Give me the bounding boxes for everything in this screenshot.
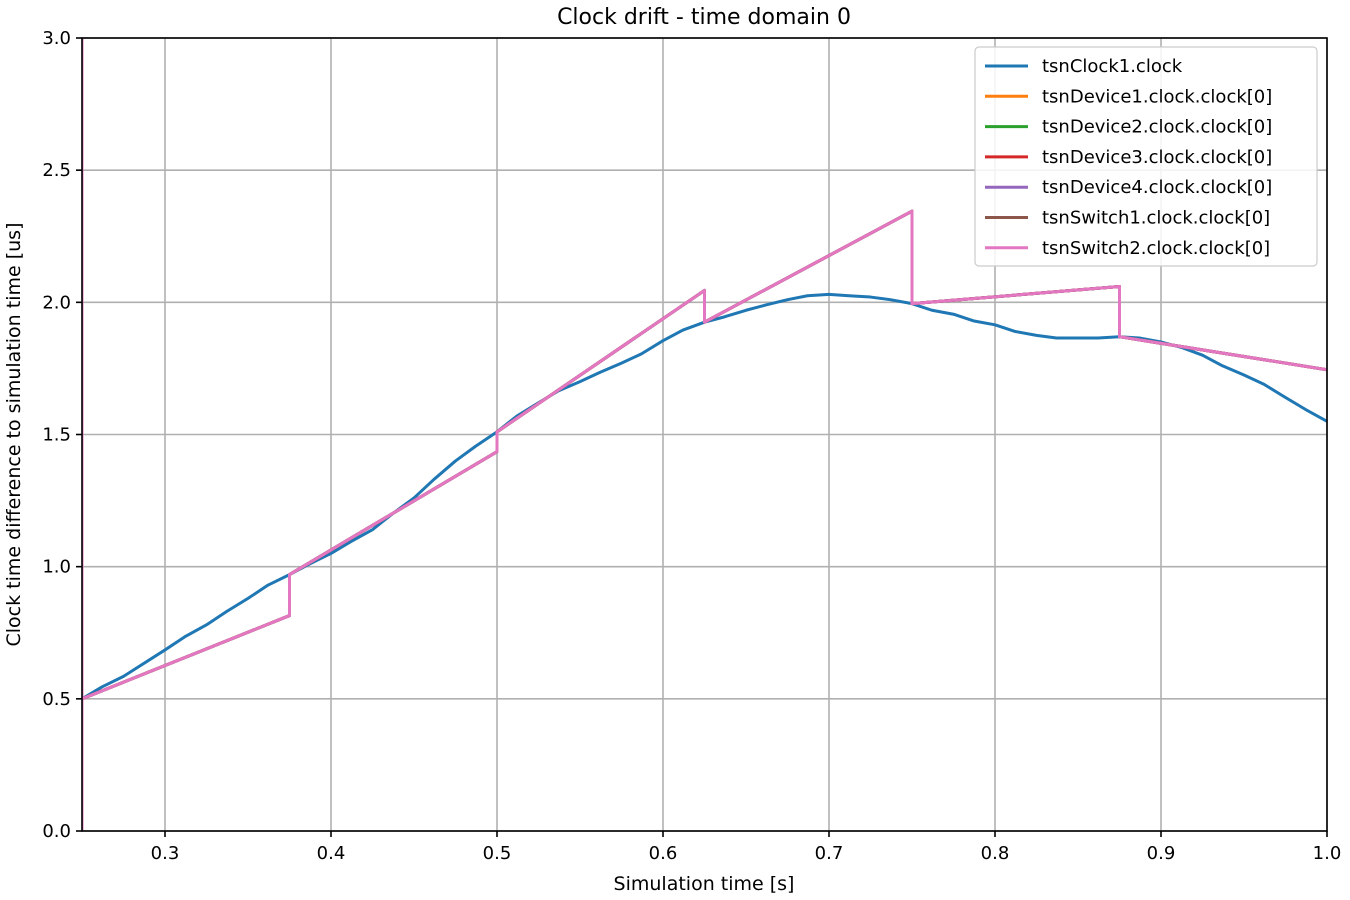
legend: tsnClock1.clock tsnDevice1.clock.clock[0]… [974, 46, 1318, 267]
legend-label-0: tsnClock1.clock [1042, 56, 1183, 77]
legend-label-3: tsnDevice3.clock.clock[0] [1042, 147, 1272, 168]
legend-box [974, 46, 1318, 267]
y-axis-label: Clock time difference to simulation time… [3, 223, 25, 647]
legend-label-5: tsnSwitch1.clock.clock[0] [1042, 208, 1270, 229]
x-tick-label: 0.3 [151, 843, 180, 864]
y-tick-label: 2.5 [42, 160, 71, 181]
y-tick-label: 1.0 [42, 557, 71, 578]
legend-label-6: tsnSwitch2.clock.clock[0] [1042, 238, 1270, 259]
chart-title: Clock drift - time domain 0 [557, 5, 851, 30]
y-tick-label: 3.0 [42, 28, 71, 49]
legend-label-1: tsnDevice1.clock.clock[0] [1042, 86, 1272, 107]
legend-label-4: tsnDevice4.clock.clock[0] [1042, 177, 1272, 198]
legend-label-2: tsnDevice2.clock.clock[0] [1042, 117, 1272, 138]
plot-area [82, 38, 1327, 831]
y-tick-label: 1.5 [42, 425, 71, 446]
x-axis-label: Simulation time [s] [614, 873, 795, 895]
y-tick-label: 0.0 [42, 821, 71, 842]
x-tick-label: 0.8 [981, 843, 1010, 864]
series-line-6 [82, 38, 1327, 831]
x-tick-label: 0.9 [1147, 843, 1176, 864]
y-tick-label: 2.0 [42, 292, 71, 313]
axis-ticks: 0.3 0.4 0.5 0.6 0.7 0.8 0.9 1.0 0.0 0.5 1.0 1.5 2.0 2… [42, 28, 1341, 864]
x-tick-label: 0.7 [815, 843, 844, 864]
x-tick-label: 0.4 [317, 843, 346, 864]
y-tick-label: 0.5 [42, 689, 71, 710]
x-tick-label: 1.0 [1313, 843, 1342, 864]
x-tick-label: 0.5 [483, 843, 512, 864]
x-tick-label: 0.6 [649, 843, 678, 864]
